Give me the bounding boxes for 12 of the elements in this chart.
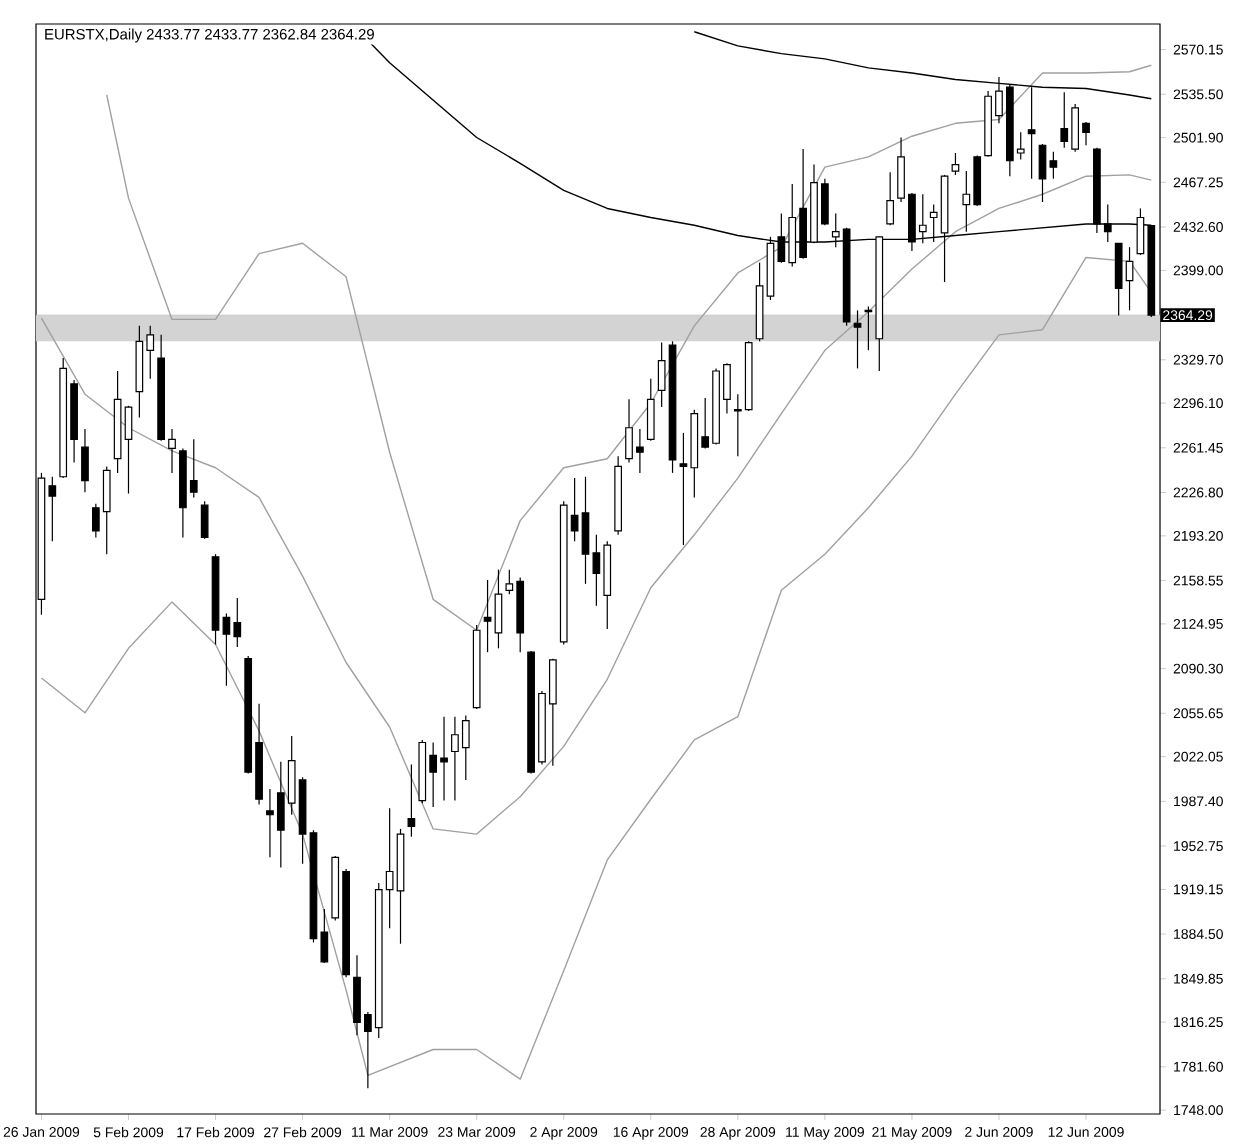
line-series (40, 256, 1152, 1080)
candlestick (951, 152, 960, 176)
candlestick (407, 763, 416, 838)
candlestick (886, 171, 895, 226)
candlestick (200, 500, 209, 540)
line-series (40, 174, 1152, 835)
candlestick (483, 579, 492, 653)
line-series (106, 64, 1152, 631)
candlestick (853, 309, 862, 370)
candlestick (646, 378, 655, 442)
candlestick (494, 569, 503, 649)
candlestick (81, 428, 89, 493)
